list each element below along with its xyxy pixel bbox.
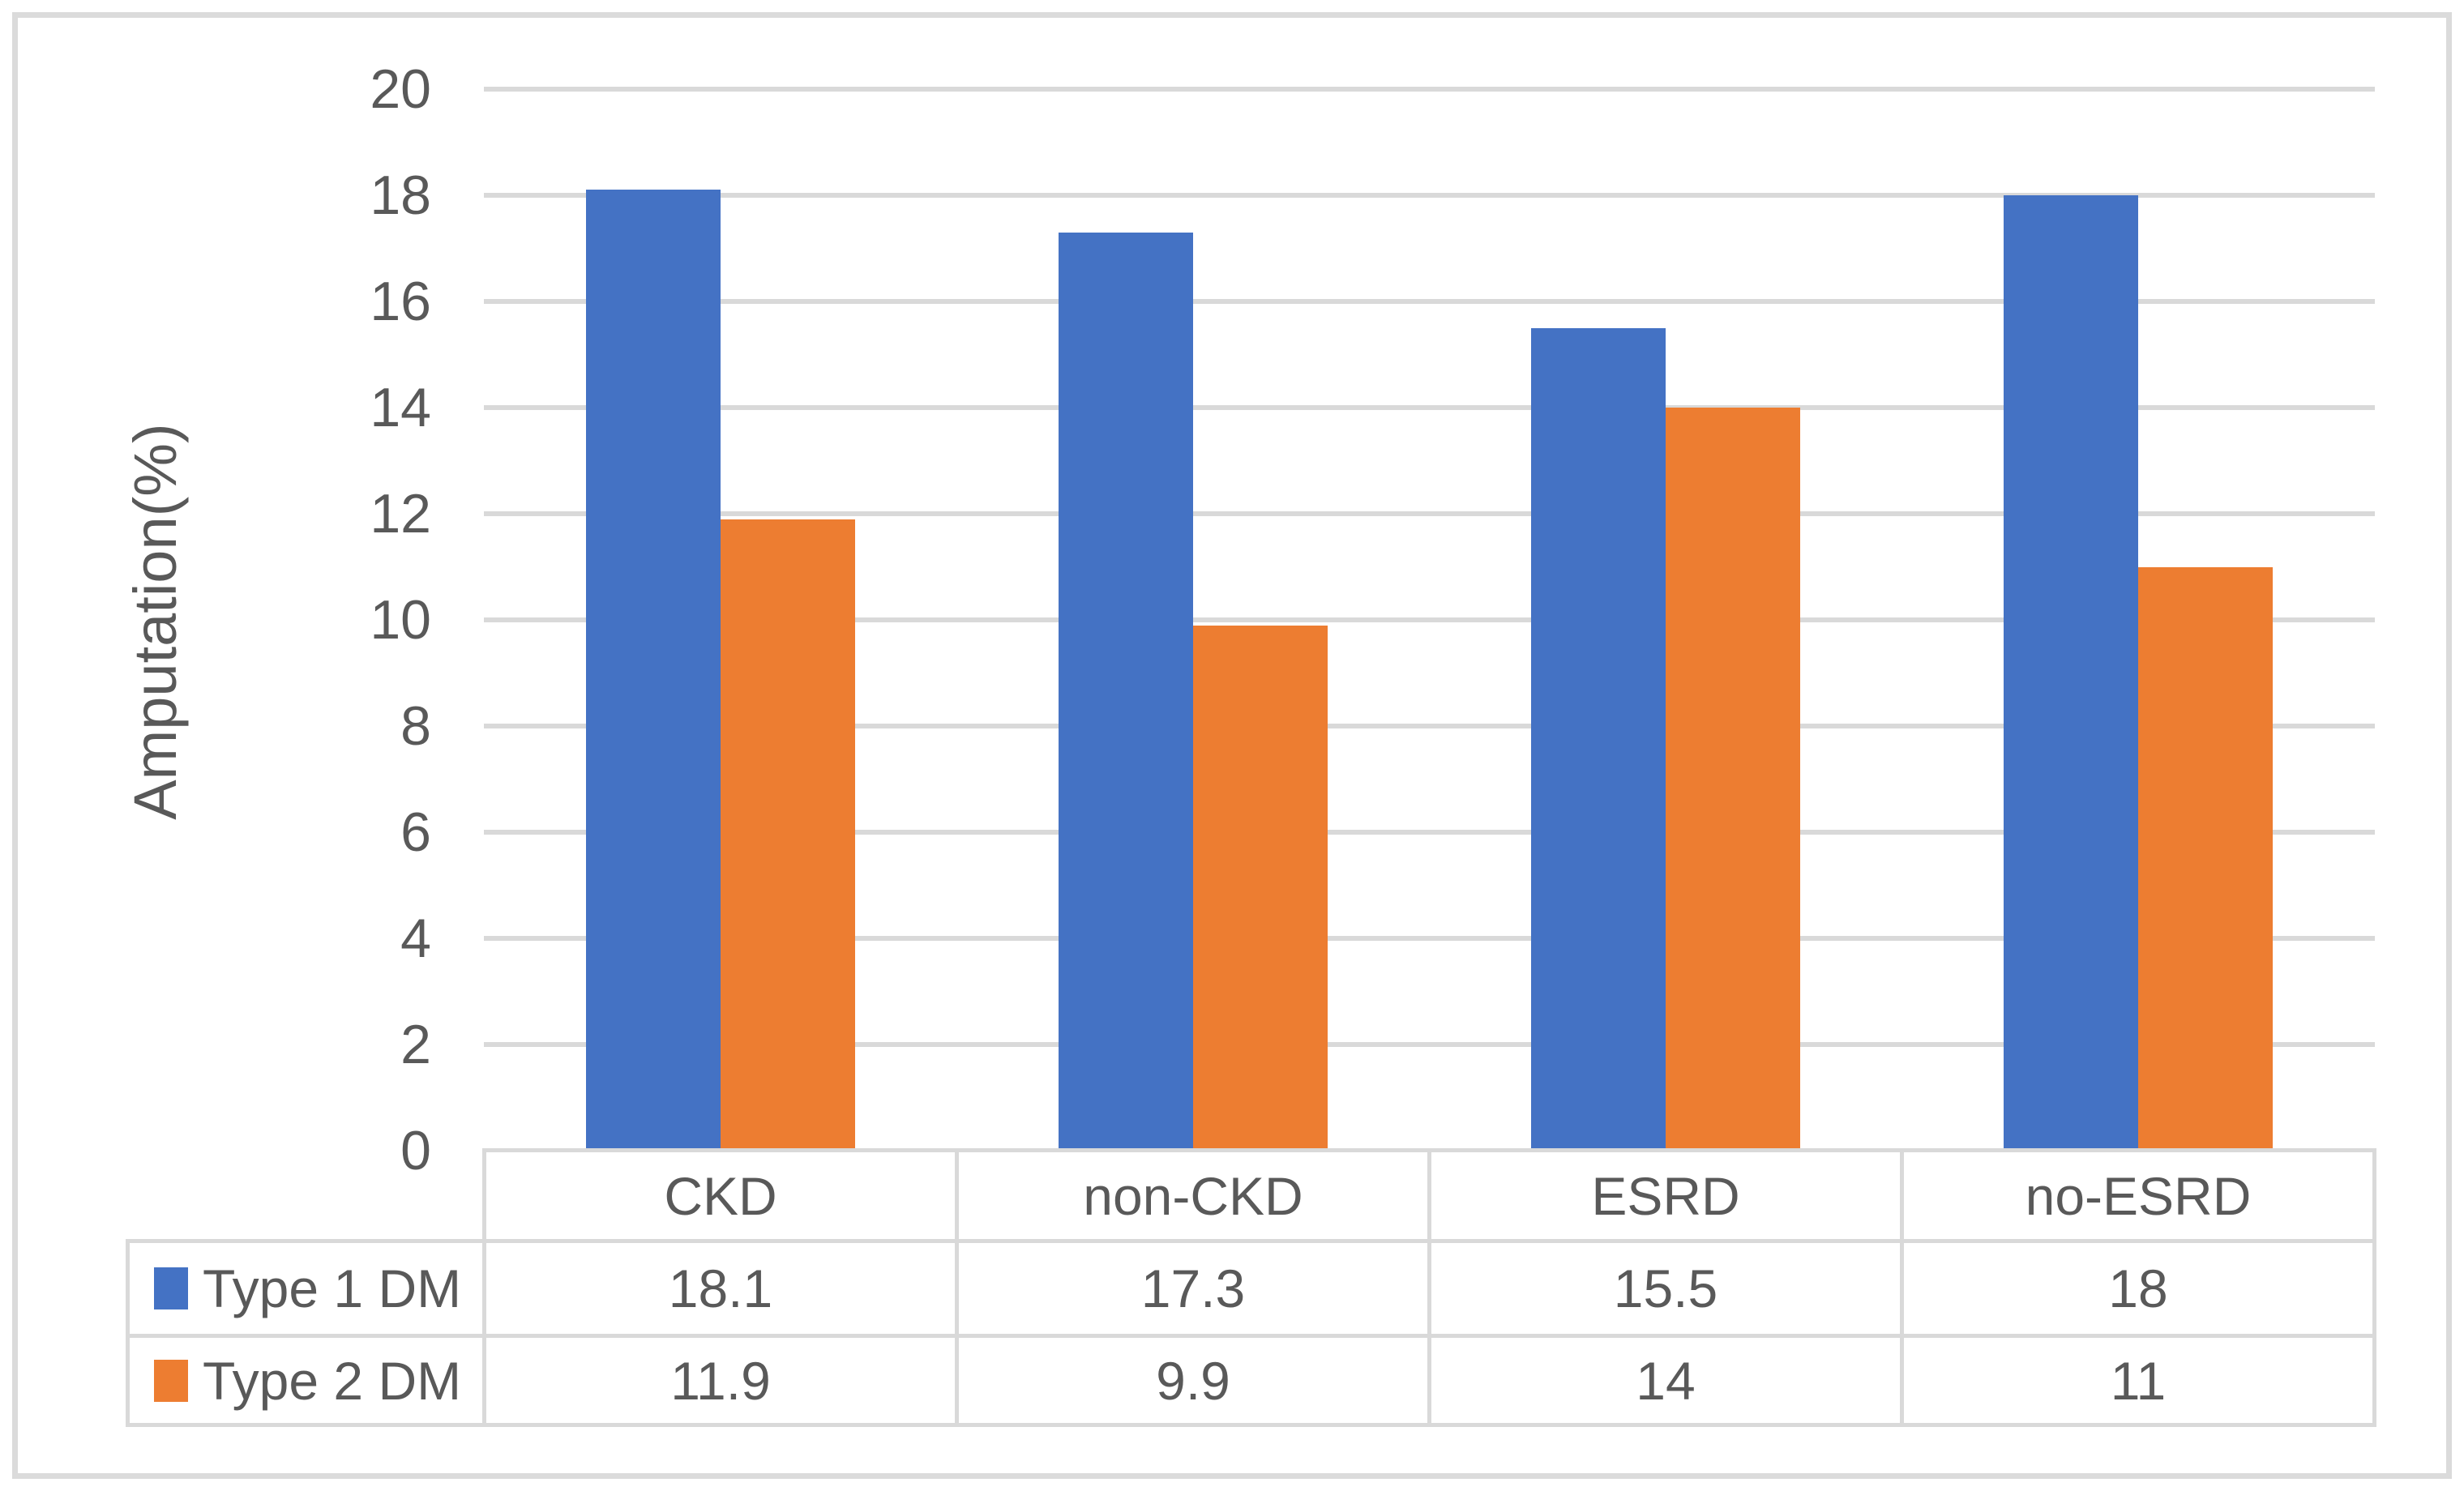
bar-type-1-dm-no-esrd xyxy=(2004,195,2139,1151)
gridline-y-18 xyxy=(484,193,2375,198)
y-tick-label-4: 4 xyxy=(400,908,431,969)
gridline-y-4 xyxy=(484,936,2375,941)
bar-type-1-dm-non-ckd xyxy=(1058,232,1193,1151)
category-header-non-ckd: non-CKD xyxy=(955,1148,1431,1243)
y-tick-label-8: 8 xyxy=(400,695,431,757)
value-cell-type-2-dm-esrd: 14 xyxy=(1427,1334,1904,1427)
y-tick-label-2: 2 xyxy=(400,1014,431,1075)
bar-type-2-dm-no-esrd xyxy=(2138,566,2274,1151)
legend-key-icon-type-2-dm xyxy=(154,1359,188,1402)
y-tick-label-6: 6 xyxy=(400,801,431,863)
category-header-esrd: ESRD xyxy=(1427,1148,1904,1243)
bar-type-2-dm-ckd xyxy=(720,519,855,1151)
gridline-y-6 xyxy=(484,830,2375,835)
legend-key-icon-type-1-dm xyxy=(154,1267,188,1309)
y-axis-title: Amputation(%) xyxy=(122,423,189,820)
y-tick-label-14: 14 xyxy=(370,377,431,438)
y-tick-label-18: 18 xyxy=(370,164,431,226)
legend-cell-type-2-dm: Type 2 DM xyxy=(126,1334,486,1427)
category-header-ckd: CKD xyxy=(482,1148,959,1243)
y-tick-label-12: 12 xyxy=(370,483,431,545)
data-table: CKD non-CKD ESRD no-ESRD Type 1 DM 18.1 17.3 15… xyxy=(126,1148,2376,1427)
y-tick-label-10: 10 xyxy=(370,589,431,651)
table-row-type-1-dm: Type 1 DM 18.1 17.3 15.5 18 xyxy=(126,1239,2376,1338)
gridline-y-20 xyxy=(484,87,2375,92)
value-cell-type-2-dm-ckd: 11.9 xyxy=(482,1334,959,1427)
y-tick-label-16: 16 xyxy=(370,271,431,332)
bar-type-2-dm-esrd xyxy=(1666,408,1801,1151)
value-cell-type-2-dm-non-ckd: 9.9 xyxy=(955,1334,1431,1427)
legend-cell-type-1-dm: Type 1 DM xyxy=(126,1239,486,1338)
value-cell-type-1-dm-ckd: 18.1 xyxy=(482,1239,959,1338)
table-corner-cell xyxy=(127,1150,486,1243)
gridline-y-8 xyxy=(484,724,2375,728)
y-tick-label-20: 20 xyxy=(370,58,431,120)
gridline-y-14 xyxy=(484,405,2375,410)
bar-type-1-dm-ckd xyxy=(585,190,721,1151)
bar-type-1-dm-esrd xyxy=(1531,327,1666,1151)
gridline-y-16 xyxy=(484,299,2375,304)
value-cell-type-1-dm-non-ckd: 17.3 xyxy=(955,1239,1431,1338)
bar-type-2-dm-non-ckd xyxy=(1192,625,1328,1151)
legend-label-type-1-dm: Type 1 DM xyxy=(203,1258,462,1318)
legend-label-type-2-dm: Type 2 DM xyxy=(203,1350,462,1411)
gridline-y-2 xyxy=(484,1042,2375,1047)
category-header-no-esrd: no-ESRD xyxy=(1900,1148,2376,1243)
value-cell-type-2-dm-no-esrd: 11 xyxy=(1900,1334,2376,1427)
table-row-type-2-dm: Type 2 DM 11.9 9.9 14 11 xyxy=(126,1334,2376,1427)
gridline-y-12 xyxy=(484,511,2375,516)
gridline-y-10 xyxy=(484,617,2375,622)
value-cell-type-1-dm-no-esrd: 18 xyxy=(1900,1239,2376,1338)
value-cell-type-1-dm-esrd: 15.5 xyxy=(1427,1239,1904,1338)
